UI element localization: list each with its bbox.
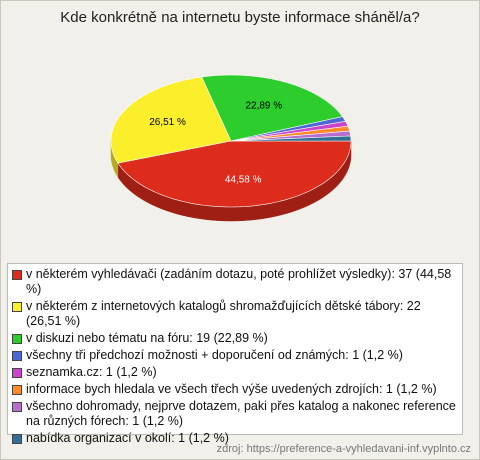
legend-label: v diskuzi nebo tématu na fóru: 19 (22,89… <box>26 331 268 345</box>
slice <box>110 76 232 164</box>
legend-swatch <box>12 351 22 361</box>
chart-title: Kde konkrétně na internetu byste informa… <box>60 9 420 26</box>
legend-item: nabídka organizací v okolí: 1 (1,2 %) <box>12 431 458 446</box>
legend-item: všechno dohromady, nejprve dotazem, paki… <box>12 399 458 429</box>
legend-label: nabídka organizací v okolí: 1 (1,2 %) <box>26 431 229 445</box>
legend-swatch <box>12 302 22 312</box>
legend-swatch <box>12 385 22 395</box>
legend-label: všechno dohromady, nejprve dotazem, paki… <box>26 399 456 428</box>
legend-item: všechny tři předchozí možnosti + doporuč… <box>12 348 458 363</box>
legend-label: v některém vyhledávači (zadáním dotazu, … <box>26 267 452 296</box>
slice-label: 44,58 % <box>225 175 262 186</box>
legend-item: seznamka.cz: 1 (1,2 %) <box>12 365 458 380</box>
legend-item: v diskuzi nebo tématu na fóru: 19 (22,89… <box>12 331 458 346</box>
legend-label: v některém z internetových katalogů shro… <box>26 299 421 328</box>
legend-swatch <box>12 334 22 344</box>
pie-area: 44,58 % 26,51 % 22,89 % <box>110 74 352 222</box>
slice-label: 22,89 % <box>245 100 282 111</box>
legend-swatch <box>12 368 22 378</box>
legend-swatch <box>12 402 22 412</box>
slice <box>117 140 352 208</box>
slice <box>230 135 352 142</box>
source: zdroj: https://preference-a-vyhledavani-… <box>216 443 471 455</box>
legend-swatch <box>12 270 22 280</box>
slice-label: 26,51 % <box>149 117 186 128</box>
slice <box>201 74 344 142</box>
legend-label: seznamka.cz: 1 (1,2 %) <box>26 365 157 379</box>
legend-item: informace bych hledala ve všech třech vý… <box>12 382 458 397</box>
legend-item: v některém vyhledávači (zadáním dotazu, … <box>12 267 458 297</box>
legend-swatch <box>12 434 22 444</box>
legend: v některém vyhledávači (zadáním dotazu, … <box>7 263 463 445</box>
legend-label: informace bych hledala ve všech třech vý… <box>26 382 437 396</box>
legend-label: všechny tři předchozí možnosti + doporuč… <box>26 348 403 362</box>
legend-item: v některém z internetových katalogů shro… <box>12 299 458 329</box>
